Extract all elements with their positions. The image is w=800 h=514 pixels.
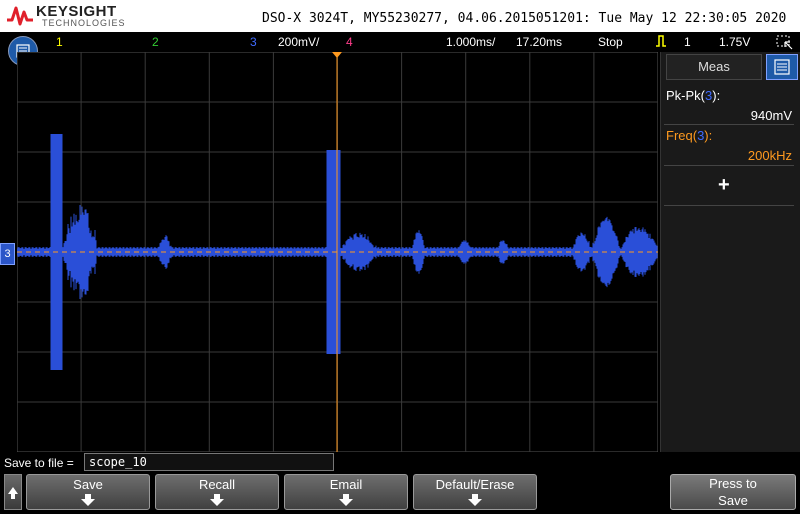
brand-subtitle: TECHNOLOGIES — [42, 18, 126, 28]
divider — [664, 124, 794, 125]
email-button-label: Email — [285, 477, 407, 492]
run-state[interactable]: Stop — [598, 35, 623, 49]
up-arrow-icon — [5, 475, 21, 509]
press-to-label: Press to — [709, 476, 757, 491]
add-measurement-button[interactable]: + — [718, 174, 730, 197]
down-arrow-icon — [209, 494, 225, 506]
default-erase-button-label: Default/Erase — [414, 477, 536, 492]
channel-3-indicator[interactable]: 3 — [250, 35, 257, 49]
meas-tab[interactable]: Meas — [666, 54, 762, 80]
channel-2-indicator[interactable]: 2 — [152, 35, 159, 49]
trigger-level[interactable]: 1.75V — [719, 35, 750, 49]
freq-label: Freq(3): — [666, 128, 712, 143]
save-to-file-label: Save to file = — [4, 456, 74, 470]
pk-pk-value: 940mV — [751, 108, 792, 123]
recall-button-label: Recall — [156, 477, 278, 492]
menu-up-button[interactable] — [4, 474, 22, 510]
trigger-rising-edge-icon — [655, 34, 667, 48]
pk-pk-label: Pk-Pk(3): — [666, 88, 720, 103]
email-button[interactable]: Email — [284, 474, 408, 510]
ground-marker-icon[interactable]: 3 — [0, 243, 15, 265]
keysight-logo-icon — [6, 4, 34, 28]
filename-input[interactable]: scope_10 — [84, 453, 334, 471]
default-erase-button[interactable]: Default/Erase — [413, 474, 537, 510]
divider — [664, 205, 794, 206]
press-to-save-button[interactable]: Press to Save — [670, 474, 796, 510]
channel-1-indicator[interactable]: 1 — [56, 35, 63, 49]
trigger-channel[interactable]: 1 — [684, 35, 691, 49]
time-delay[interactable]: 17.20ms — [516, 35, 562, 49]
save-button-label: Save — [27, 477, 149, 492]
save-label: Save — [718, 493, 748, 508]
timebase-scale[interactable]: 1.000ms/ — [446, 35, 495, 49]
status-bar: 1 2 3 200mV/ 4 1.000ms/ 17.20ms Stop 1 1… — [0, 32, 800, 52]
menu-icon — [767, 55, 797, 79]
recall-button[interactable]: Recall — [155, 474, 279, 510]
channel-4-indicator[interactable]: 4 — [346, 35, 353, 49]
down-arrow-icon — [467, 494, 483, 506]
meas-menu-button[interactable] — [766, 54, 798, 80]
waveform-display[interactable] — [17, 52, 658, 452]
down-arrow-icon — [338, 494, 354, 506]
save-button[interactable]: Save — [26, 474, 150, 510]
freq-value: 200kHz — [748, 148, 792, 163]
device-info: DSO-X 3024T, MY55230277, 04.06.201505120… — [262, 11, 786, 26]
down-arrow-icon — [80, 494, 96, 506]
divider — [664, 165, 794, 166]
cursor-icon[interactable] — [776, 34, 794, 50]
channel-3-scale[interactable]: 200mV/ — [278, 35, 319, 49]
